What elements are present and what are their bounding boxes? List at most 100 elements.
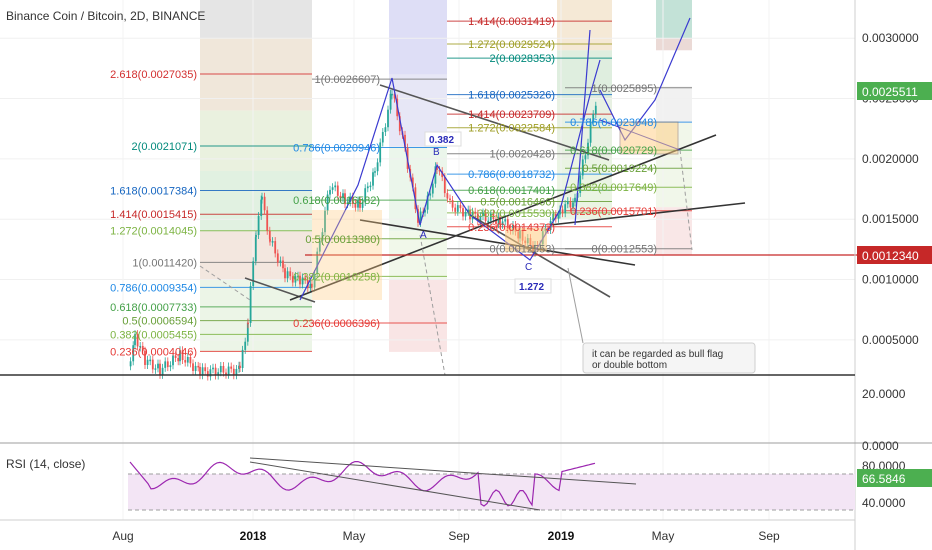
fib-left-label: 0.236(0.0004046) [110, 346, 197, 358]
candle-body [391, 93, 393, 96]
candle-body [474, 211, 477, 214]
candle-body [429, 193, 432, 196]
annotation-text-line: or double bottom [592, 360, 667, 371]
fib-mid-label: 0.5(0.0013380) [305, 234, 380, 246]
candle-body [166, 361, 169, 368]
candle-body [217, 372, 220, 376]
candle-body [566, 201, 569, 205]
candle-body [584, 155, 587, 160]
candle-body [592, 114, 595, 123]
candle-body [189, 357, 192, 364]
candle-body [501, 221, 504, 225]
fib-left-label: 0.5(0.0006594) [122, 316, 197, 328]
candle-body [364, 188, 367, 203]
candle-body [181, 350, 184, 361]
candle-body [246, 322, 249, 342]
candle-body [372, 172, 374, 186]
candle-body [451, 200, 454, 208]
candle-body [161, 367, 164, 375]
candle-body [263, 196, 266, 211]
candle-body [454, 207, 457, 212]
candle-body [249, 286, 252, 323]
candle-body [219, 365, 222, 373]
candle-body [411, 177, 414, 188]
projection-dash [419, 234, 446, 376]
candle-body [464, 211, 467, 217]
fib-mid-label: 1(0.0026607) [315, 74, 380, 86]
candle-body [354, 204, 357, 208]
candle-body [419, 211, 422, 223]
candle-body [164, 361, 167, 368]
candle-body [144, 350, 146, 365]
candle-body [462, 208, 464, 217]
time-tick: 2019 [548, 529, 575, 543]
fib-right-label: 1.414(0.0031419) [468, 16, 555, 28]
candle-body [561, 209, 564, 214]
annotation-callout[interactable]: it can be regarded as bull flag or doubl… [567, 267, 756, 374]
candle-body [157, 363, 159, 369]
time-tick: Sep [448, 529, 470, 543]
candle-body [286, 271, 289, 279]
fib-right-label: 0(0.0012553) [490, 244, 555, 256]
candle-body [274, 241, 277, 254]
candle-body [361, 202, 364, 208]
fib-right-label: 0.236(0.0014373) [468, 222, 555, 234]
fib-right-label: 1.272(0.0029524) [468, 39, 555, 51]
fib-left-label: 0.618(0.0007733) [110, 302, 197, 314]
candle-body [134, 334, 136, 346]
candle-body [279, 260, 282, 263]
fib-far-label: 0.236(0.0015701) [570, 206, 657, 218]
candle-body [404, 134, 406, 148]
fib-right-label: 1.272(0.0022584) [468, 123, 555, 135]
candle-body [282, 260, 284, 269]
candle-body [227, 366, 230, 375]
candle-body [393, 93, 396, 99]
candle-body [557, 214, 560, 219]
candle-body [446, 193, 449, 199]
time-tick: 2018 [240, 529, 267, 543]
fib-zone [656, 207, 692, 256]
fib-mid-label: 0.382(0.0010258) [293, 271, 380, 283]
price-tick: 0.0005000 [862, 333, 919, 347]
last-price-value: 0.0025511 [862, 85, 918, 99]
candle-body [172, 355, 174, 366]
candle-body [159, 363, 161, 375]
fib-right-label: 1(0.0020428) [490, 149, 555, 161]
candle-body [261, 196, 263, 200]
candle-body [299, 275, 301, 285]
candle-body [222, 365, 225, 373]
candle-body [294, 276, 297, 283]
fib-zone [389, 0, 447, 75]
candle-body [225, 372, 227, 375]
candle-body [289, 271, 292, 277]
fib-far-label: 0.382(0.0017649) [570, 182, 657, 194]
last-price-tag: 0.0025511 [857, 82, 932, 100]
fib-zone [557, 158, 612, 220]
candle-body [139, 345, 142, 348]
candle-body [499, 216, 501, 225]
rsi-trendline [249, 461, 541, 511]
candle-body [238, 365, 240, 369]
trendline [469, 214, 611, 298]
candle-body [441, 171, 444, 178]
candle-body [376, 162, 379, 172]
fib-left-label: 2.618(0.0027035) [110, 69, 197, 81]
rsi-legend[interactable]: RSI (14, close) [6, 457, 85, 471]
fib-left-label: 2(0.0021071) [132, 141, 197, 153]
candle-body [579, 175, 582, 193]
candle-body [149, 359, 152, 362]
horizontal-line-value: 0.0012340 [862, 249, 919, 263]
trendline [379, 84, 610, 161]
candle-body [214, 367, 217, 376]
fib-right-label: 0.618(0.0017401) [468, 185, 555, 197]
candle-body [564, 204, 567, 214]
candle-body [252, 261, 255, 287]
candle-body [329, 189, 331, 195]
candle-body [594, 105, 597, 115]
candle-body [313, 273, 316, 288]
price-tick: 0.0030000 [862, 31, 919, 45]
time-axis[interactable]: Aug 2018 May Sep 2019 May Sep [112, 529, 780, 543]
candle-body [257, 215, 260, 235]
candle-body [192, 363, 194, 371]
fib-mid-label: 0.786(0.0020946) [293, 142, 380, 154]
